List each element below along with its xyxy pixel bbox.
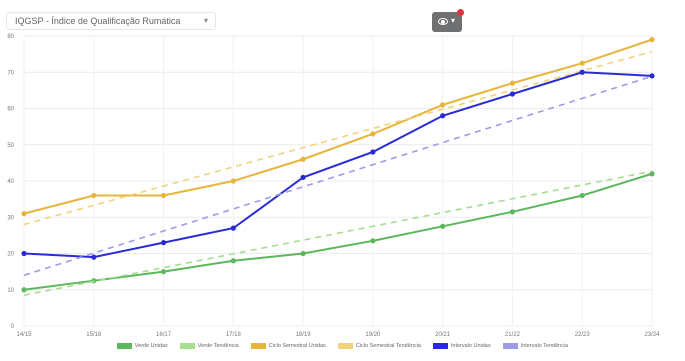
y-tick-label: 60 [7, 107, 14, 113]
data-point [300, 174, 306, 180]
series-line [23, 38, 653, 215]
x-tick-label: 14/15 [16, 332, 32, 338]
legend-item[interactable]: Verde Unidas [116, 343, 168, 349]
legend-item[interactable]: Verde Tendência [179, 343, 239, 349]
data-point [300, 250, 306, 257]
line-chart: 0 10 20 30 40 50 60 70 80 14/15 15/16 16/17 17/18 18/… [7, 34, 660, 338]
data-point [21, 211, 27, 217]
data-point [579, 69, 585, 75]
data-point [300, 156, 306, 162]
data-point [440, 102, 446, 108]
eye-pupil [441, 20, 445, 24]
trend-line [23, 75, 653, 277]
eye-icon [438, 18, 448, 25]
x-tick-label: 16/17 [156, 332, 172, 338]
trend-line [23, 50, 653, 226]
legend-swatch [337, 343, 353, 349]
y-tick-label: 40 [7, 179, 14, 185]
data-point [230, 178, 236, 184]
y-tick-label: 80 [7, 34, 14, 40]
legend-label: Intervalo Unidas [450, 343, 491, 349]
data-point [230, 258, 236, 264]
data-point [579, 192, 585, 199]
y-tick-label: 0 [11, 324, 15, 330]
legend-item[interactable]: Ciclo Semestral Tendência [337, 343, 421, 349]
y-tick-label: 10 [7, 288, 14, 294]
legend-swatch [179, 343, 195, 349]
legend-item[interactable]: Intervalo Unidas [432, 343, 491, 349]
x-tick-label: 19/20 [365, 332, 381, 338]
legend-label: Intervalo Tendência [520, 343, 569, 349]
data-point [370, 131, 376, 137]
legend-label: Ciclo Semestral Tendência [355, 343, 421, 349]
notification-badge [457, 9, 464, 16]
data-point [21, 287, 27, 293]
data-point [649, 37, 655, 43]
indicator-select[interactable]: IQGSP - Índice de Qualificação Rumática … [6, 12, 216, 30]
data-point [370, 149, 376, 155]
data-point [649, 73, 655, 79]
data-point [579, 60, 585, 66]
legend-item[interactable]: Ciclo Semestral Unidas [250, 343, 326, 349]
series-line [23, 71, 653, 259]
y-tick-label: 30 [7, 215, 14, 221]
y-tick-label: 70 [7, 70, 14, 76]
view-options-button[interactable]: ▾ [432, 12, 462, 32]
indicator-select-value: IQGSP - Índice de Qualificação Rumática [15, 16, 181, 26]
data-point [160, 269, 167, 275]
legend-swatch [250, 343, 266, 349]
legend-item[interactable]: Intervalo Tendência [502, 343, 569, 349]
data-point [160, 240, 167, 246]
trend-line [23, 170, 653, 296]
legend-label: Verde Unidas [134, 343, 168, 349]
data-point [509, 80, 516, 86]
legend-label: Verde Tendência [197, 343, 239, 349]
data-point [21, 250, 27, 257]
data-point [230, 225, 236, 231]
data-point [160, 192, 167, 199]
x-tick-label: 23/24 [644, 332, 660, 338]
x-tick-label: 15/16 [86, 332, 102, 338]
y-tick-label: 50 [7, 143, 14, 149]
x-tick-label: 21/22 [505, 332, 521, 338]
data-point [370, 238, 376, 244]
x-tick-label: 18/19 [296, 332, 312, 338]
x-tick-label: 20/21 [435, 332, 451, 338]
x-tick-label: 22/23 [575, 332, 591, 338]
chevron-down-icon: ▾ [203, 16, 208, 25]
data-point [509, 209, 516, 215]
series-line [23, 172, 653, 291]
data-point [440, 223, 446, 229]
data-point [440, 113, 446, 119]
view-options-chevron-icon: ▾ [451, 16, 456, 25]
y-tick-label: 20 [7, 252, 14, 258]
data-point [509, 91, 516, 97]
data-point [649, 171, 655, 177]
legend-label: Ciclo Semestral Unidas [268, 343, 326, 349]
legend-swatch [116, 343, 132, 349]
data-point [91, 192, 97, 199]
legend-swatch [502, 343, 518, 349]
data-point [91, 254, 97, 260]
chart-legend: Verde Unidas Verde Tendência Ciclo Semestr… [0, 343, 685, 349]
legend-swatch [432, 343, 448, 349]
x-tick-label: 17/18 [226, 332, 242, 338]
